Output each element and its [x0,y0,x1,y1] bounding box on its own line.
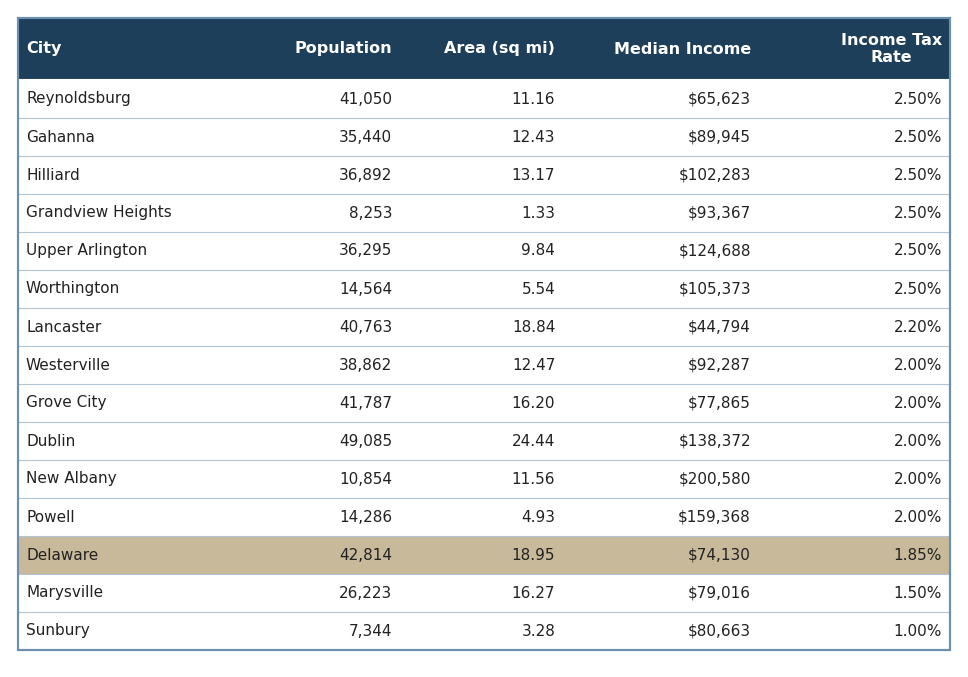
Text: Powell: Powell [26,510,75,525]
Text: 14,286: 14,286 [339,510,392,525]
Text: 7,344: 7,344 [348,624,392,638]
Text: 11.16: 11.16 [512,91,556,106]
Text: 41,050: 41,050 [339,91,392,106]
Text: 18.95: 18.95 [512,548,556,563]
Text: Upper Arlington: Upper Arlington [26,244,147,259]
Text: 40,763: 40,763 [339,320,392,334]
Text: 41,787: 41,787 [339,395,392,410]
Text: Gahanna: Gahanna [26,129,95,144]
Text: $105,373: $105,373 [679,282,751,297]
Text: $79,016: $79,016 [688,586,751,600]
Bar [18,612,950,650]
Text: $92,287: $92,287 [688,357,751,372]
Text: 5.54: 5.54 [522,282,556,297]
Text: $200,580: $200,580 [679,471,751,487]
Text: Population: Population [294,41,392,56]
Bar [18,574,950,612]
Text: Hilliard: Hilliard [26,167,79,183]
Text: 24.44: 24.44 [512,433,556,448]
Bar [18,422,950,460]
Text: 36,892: 36,892 [339,167,392,183]
Text: Reynoldsburg: Reynoldsburg [26,91,131,106]
Text: 2.00%: 2.00% [893,395,942,410]
Text: Dublin: Dublin [26,433,76,448]
Text: Westerville: Westerville [26,357,111,372]
Text: Marysville: Marysville [26,586,104,600]
Bar [18,18,950,80]
Text: 8,253: 8,253 [348,206,392,221]
Text: 42,814: 42,814 [339,548,392,563]
Text: 1.33: 1.33 [521,206,556,221]
Bar [18,308,950,346]
Text: 1.85%: 1.85% [893,548,942,563]
Text: 11.56: 11.56 [512,471,556,487]
Text: 49,085: 49,085 [339,433,392,448]
Text: $102,283: $102,283 [679,167,751,183]
Bar [18,498,950,536]
Bar [18,118,950,156]
Text: 12.43: 12.43 [512,129,556,144]
Text: 2.00%: 2.00% [893,433,942,448]
Text: 2.50%: 2.50% [893,282,942,297]
Text: 26,223: 26,223 [339,586,392,600]
Text: Income Tax
Rate: Income Tax Rate [841,32,942,65]
Text: 38,862: 38,862 [339,357,392,372]
Text: 3.28: 3.28 [522,624,556,638]
Text: 1.50%: 1.50% [893,586,942,600]
Text: $159,368: $159,368 [679,510,751,525]
Text: City: City [26,41,61,56]
Bar [18,232,950,270]
Text: Grove City: Grove City [26,395,106,410]
Bar [18,194,950,232]
Text: $65,623: $65,623 [688,91,751,106]
Text: 9.84: 9.84 [522,244,556,259]
Text: 2.50%: 2.50% [893,167,942,183]
Text: 2.00%: 2.00% [893,510,942,525]
Text: 2.50%: 2.50% [893,129,942,144]
Text: $138,372: $138,372 [679,433,751,448]
Bar [18,536,950,574]
Text: 1.00%: 1.00% [893,624,942,638]
Text: 4.93: 4.93 [521,510,556,525]
Text: $74,130: $74,130 [688,548,751,563]
Text: $93,367: $93,367 [687,206,751,221]
Text: $77,865: $77,865 [688,395,751,410]
Text: 10,854: 10,854 [339,471,392,487]
Text: Worthington: Worthington [26,282,120,297]
Text: 18.84: 18.84 [512,320,556,334]
Text: 12.47: 12.47 [512,357,556,372]
Bar [18,270,950,308]
Text: 2.50%: 2.50% [893,206,942,221]
Text: $89,945: $89,945 [688,129,751,144]
Text: 16.20: 16.20 [512,395,556,410]
Text: Median Income: Median Income [614,41,751,56]
Text: 2.00%: 2.00% [893,471,942,487]
Text: 16.27: 16.27 [512,586,556,600]
Text: $124,688: $124,688 [679,244,751,259]
Text: Sunbury: Sunbury [26,624,90,638]
Text: 2.50%: 2.50% [893,91,942,106]
Text: $80,663: $80,663 [688,624,751,638]
Text: New Albany: New Albany [26,471,116,487]
Bar [18,80,950,118]
Bar [18,460,950,498]
Text: 14,564: 14,564 [339,282,392,297]
Text: 13.17: 13.17 [512,167,556,183]
Text: 35,440: 35,440 [339,129,392,144]
Text: 2.00%: 2.00% [893,357,942,372]
Text: $44,794: $44,794 [688,320,751,334]
Text: 36,295: 36,295 [339,244,392,259]
Text: 2.50%: 2.50% [893,244,942,259]
Text: Lancaster: Lancaster [26,320,102,334]
Bar [18,384,950,422]
Bar [18,346,950,384]
Bar [18,156,950,194]
Text: Delaware: Delaware [26,548,98,563]
Text: Grandview Heights: Grandview Heights [26,206,171,221]
Text: 2.20%: 2.20% [893,320,942,334]
Text: Area (sq mi): Area (sq mi) [444,41,556,56]
